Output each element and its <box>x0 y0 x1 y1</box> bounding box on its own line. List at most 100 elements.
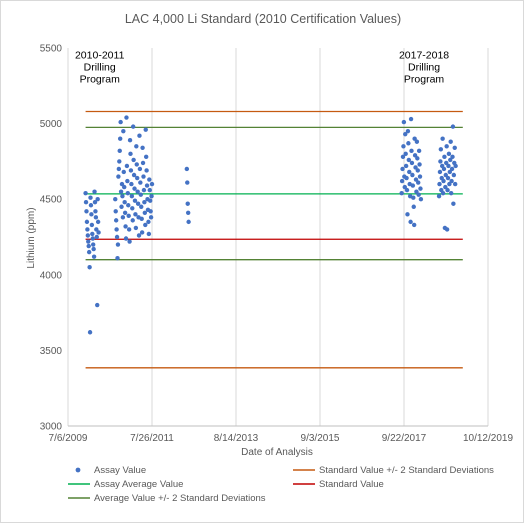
x-tick-label: 10/12/2019 <box>463 433 513 444</box>
assay-point <box>404 187 410 193</box>
assay-point <box>400 166 405 172</box>
assay-point <box>126 203 131 208</box>
assay-point <box>403 163 409 169</box>
assay-point <box>119 181 125 187</box>
assay-point <box>443 172 448 178</box>
assay-point <box>91 254 97 259</box>
assay-point <box>120 215 126 220</box>
x-tick-label: 9/3/2015 <box>301 433 340 444</box>
assay-point <box>416 148 422 154</box>
assay-point <box>445 175 451 181</box>
assay-point <box>147 177 152 182</box>
assay-point <box>128 168 134 173</box>
assay-point <box>94 227 99 232</box>
assay-point <box>448 139 453 144</box>
assay-point <box>114 234 120 240</box>
assay-point <box>117 136 123 141</box>
assay-point <box>436 193 442 199</box>
assay-point <box>134 144 139 149</box>
x-tick-label: 8/14/2013 <box>214 433 259 444</box>
assay-point <box>137 166 143 172</box>
assay-point <box>134 162 139 167</box>
assay-point <box>447 181 452 187</box>
assay-point <box>138 192 143 197</box>
assay-point <box>452 145 457 150</box>
chart-title: LAC 4,000 Li Standard (2010 Certificatio… <box>125 12 401 26</box>
assay-point <box>450 124 456 129</box>
assay-point <box>133 225 139 231</box>
assay-point <box>449 166 455 172</box>
assay-point <box>415 168 420 173</box>
assay-point <box>136 233 142 238</box>
x-tick-label: 7/26/2011 <box>130 433 174 444</box>
assay-point <box>417 174 423 179</box>
assay-point <box>84 209 89 214</box>
assay-point <box>85 233 91 238</box>
legend: Assay Value Standard Value +/- 2 Standard… <box>68 465 494 504</box>
assay-point <box>452 181 458 187</box>
assay-point <box>414 139 420 144</box>
assay-point <box>417 162 422 167</box>
assay-point <box>413 165 418 170</box>
assay-point <box>447 169 453 175</box>
assay-point <box>121 128 126 134</box>
assay-point <box>91 242 96 247</box>
assay-point <box>438 147 444 152</box>
assay-point <box>418 186 423 191</box>
assay-point <box>143 154 149 160</box>
assay-point <box>88 203 94 208</box>
legend-label: Standard Value +/- 2 Standard Deviations <box>319 465 494 476</box>
assay-point <box>135 201 141 206</box>
assay-point <box>400 154 406 160</box>
reference-lines <box>85 110 463 369</box>
assay-point <box>130 218 135 223</box>
assay-point <box>404 175 409 181</box>
annotation-line: Program <box>80 74 121 86</box>
assay-point <box>443 184 448 190</box>
assay-point <box>140 160 146 166</box>
assay-point <box>451 201 456 206</box>
assay-point <box>408 219 413 225</box>
assay-point <box>409 160 415 166</box>
assay-point <box>125 178 130 184</box>
assay-point <box>410 172 415 178</box>
assay-point <box>148 215 154 220</box>
assay-point <box>89 212 94 217</box>
assay-point <box>412 153 418 158</box>
assay-point <box>406 157 412 163</box>
assay-point <box>409 148 414 154</box>
assay-point <box>90 236 95 241</box>
assay-point <box>450 154 455 160</box>
assay-point <box>135 189 140 194</box>
y-tick-label: 5000 <box>40 119 63 130</box>
assay-point <box>407 169 412 175</box>
x-tick-label: 9/22/2017 <box>382 433 427 444</box>
assay-point <box>132 186 137 191</box>
x-tick-label: 7/6/2009 <box>49 433 88 444</box>
y-tick-labels: 3000 3500 4000 4500 5000 5500 <box>40 44 63 433</box>
assay-points <box>83 115 458 335</box>
assay-point <box>122 210 128 216</box>
y-tick-label: 4500 <box>40 195 63 206</box>
assay-point <box>90 231 95 237</box>
assay-point <box>86 239 91 244</box>
assay-point <box>148 209 153 214</box>
legend-label: Standard Value <box>319 479 384 490</box>
assay-point <box>149 181 155 187</box>
annotation-line: 2010-2011 <box>75 50 125 62</box>
assay-point <box>444 227 450 232</box>
assay-point <box>87 265 92 270</box>
assay-point <box>132 198 138 203</box>
assay-point <box>441 166 447 172</box>
y-axis-title: Lithium (ppm) <box>26 207 37 268</box>
assay-point <box>130 124 136 129</box>
assay-point <box>85 227 90 232</box>
assay-point <box>94 234 99 240</box>
assay-point <box>127 138 133 143</box>
assay-point <box>442 154 447 160</box>
assay-point <box>146 219 151 225</box>
assay-point <box>93 209 98 214</box>
assay-point <box>144 168 149 173</box>
assay-point <box>113 197 118 202</box>
